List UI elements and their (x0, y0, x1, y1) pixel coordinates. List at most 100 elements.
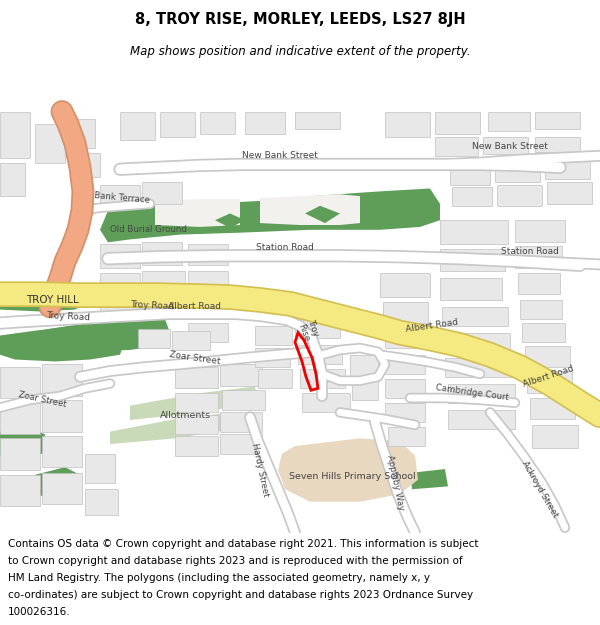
Bar (222, 390, 265, 409)
Bar (545, 158, 590, 179)
Bar (42, 400, 82, 432)
Polygon shape (260, 194, 360, 225)
Bar (385, 112, 430, 137)
Bar (42, 436, 82, 467)
Bar (515, 220, 565, 243)
Bar (42, 364, 82, 396)
Text: Station Road: Station Road (501, 248, 559, 256)
Text: Troy Road: Troy Road (46, 311, 90, 322)
Text: Contains OS data © Crown copyright and database right 2021. This information is : Contains OS data © Crown copyright and d… (8, 539, 478, 549)
Bar (138, 329, 170, 348)
Bar (525, 346, 570, 368)
Text: Old Burial Ground: Old Burial Ground (110, 225, 187, 234)
Text: 8, TROY RISE, MORLEY, LEEDS, LS27 8JH: 8, TROY RISE, MORLEY, LEEDS, LS27 8JH (134, 12, 466, 28)
Polygon shape (278, 438, 418, 502)
Bar (85, 489, 118, 515)
Bar (188, 323, 228, 342)
Text: Troy
Rise: Troy Rise (296, 319, 320, 342)
Bar (435, 112, 480, 134)
Bar (445, 357, 512, 377)
Bar (35, 124, 65, 162)
Bar (298, 345, 342, 364)
Bar (142, 182, 182, 204)
Bar (547, 182, 592, 204)
Text: to Crown copyright and database rights 2023 and is reproduced with the permissio: to Crown copyright and database rights 2… (8, 556, 463, 566)
Bar (188, 297, 228, 319)
Bar (520, 300, 562, 319)
Bar (442, 307, 508, 326)
Bar (295, 112, 340, 129)
Bar (0, 475, 40, 506)
Bar (448, 409, 515, 429)
Bar (70, 153, 100, 177)
Bar (100, 184, 140, 206)
Bar (255, 326, 292, 345)
Polygon shape (215, 214, 245, 228)
Polygon shape (110, 412, 235, 444)
Text: Albert Road: Albert Road (169, 302, 221, 311)
Text: New Bank Street: New Bank Street (472, 142, 548, 151)
Bar (258, 369, 292, 388)
Bar (175, 393, 218, 412)
Bar (497, 184, 542, 206)
Bar (175, 368, 218, 388)
Bar (142, 297, 185, 319)
Bar (535, 112, 580, 129)
Text: TROY HILL: TROY HILL (26, 295, 79, 305)
Bar (527, 371, 572, 393)
Text: Cambridge Court: Cambridge Court (435, 384, 509, 402)
Polygon shape (35, 467, 80, 496)
Polygon shape (410, 469, 448, 489)
Bar (100, 244, 140, 268)
Text: HM Land Registry. The polygons (including the associated geometry, namely x, y: HM Land Registry. The polygons (includin… (8, 573, 430, 583)
Bar (220, 434, 262, 454)
Bar (452, 186, 492, 206)
Text: Bank Terrace: Bank Terrace (94, 191, 150, 205)
Bar (535, 137, 580, 152)
Bar (0, 112, 30, 158)
Polygon shape (0, 427, 45, 456)
Bar (245, 112, 285, 134)
Bar (142, 271, 185, 292)
Text: Station Road: Station Road (256, 242, 314, 252)
Bar (383, 355, 425, 374)
Polygon shape (130, 386, 258, 420)
Bar (0, 368, 40, 398)
Bar (450, 162, 490, 184)
Text: co-ordinates) are subject to Crown copyright and database rights 2023 Ordnance S: co-ordinates) are subject to Crown copyr… (8, 590, 473, 600)
Text: Allotments: Allotments (160, 411, 211, 420)
Text: Seven Hills Primary School: Seven Hills Primary School (289, 472, 415, 481)
Text: Albert Road: Albert Road (521, 364, 575, 389)
Bar (120, 112, 155, 141)
Bar (142, 242, 182, 266)
Text: New Bank Street: New Bank Street (242, 151, 318, 160)
Bar (518, 273, 560, 294)
Bar (532, 425, 578, 448)
Bar (255, 348, 290, 368)
Bar (188, 244, 228, 266)
Bar (385, 379, 425, 398)
Bar (302, 393, 350, 412)
Bar (352, 381, 378, 400)
Bar (220, 412, 262, 432)
Bar (445, 332, 510, 352)
Polygon shape (155, 199, 240, 227)
Bar (515, 246, 562, 268)
Text: 100026316.: 100026316. (8, 608, 70, 618)
Bar (385, 402, 425, 422)
Text: Zoar Street: Zoar Street (17, 391, 67, 409)
Bar (0, 402, 40, 434)
Bar (0, 162, 25, 196)
Text: Albert Road: Albert Road (405, 318, 459, 334)
Bar (488, 112, 530, 131)
Bar (448, 384, 515, 402)
Bar (200, 112, 235, 134)
Bar (383, 302, 428, 323)
Bar (388, 427, 425, 446)
Bar (495, 159, 540, 182)
Bar (220, 364, 262, 386)
Bar (175, 436, 218, 456)
Bar (435, 137, 478, 156)
Bar (100, 300, 140, 321)
Bar (385, 329, 425, 348)
